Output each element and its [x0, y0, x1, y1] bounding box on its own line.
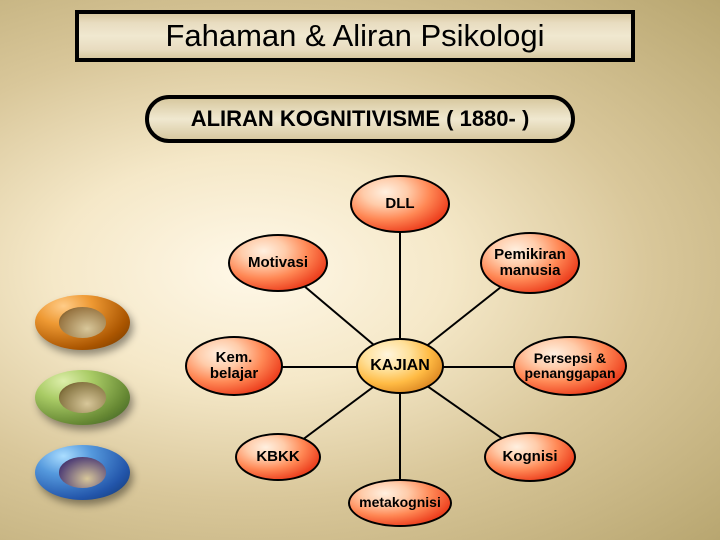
diagram-node-persepsi: Persepsi &penanggapan	[513, 336, 627, 396]
diagram-node-kbkk: KBKK	[235, 433, 321, 481]
diagram-node-kognisi: Kognisi	[484, 432, 576, 482]
diagram-node-pemikiran: Pemikiranmanusia	[480, 232, 580, 294]
diagram-node-metakognisi: metakognisi	[348, 479, 452, 527]
diagram-node-kem: Kem.belajar	[185, 336, 283, 396]
radial-diagram: DLL Pemikiranmanusia Persepsi &penanggapan…	[0, 0, 720, 540]
diagram-center-node: KAJIAN	[356, 338, 444, 394]
diagram-node-motivasi: Motivasi	[228, 234, 328, 292]
diagram-node-dll: DLL	[350, 175, 450, 233]
